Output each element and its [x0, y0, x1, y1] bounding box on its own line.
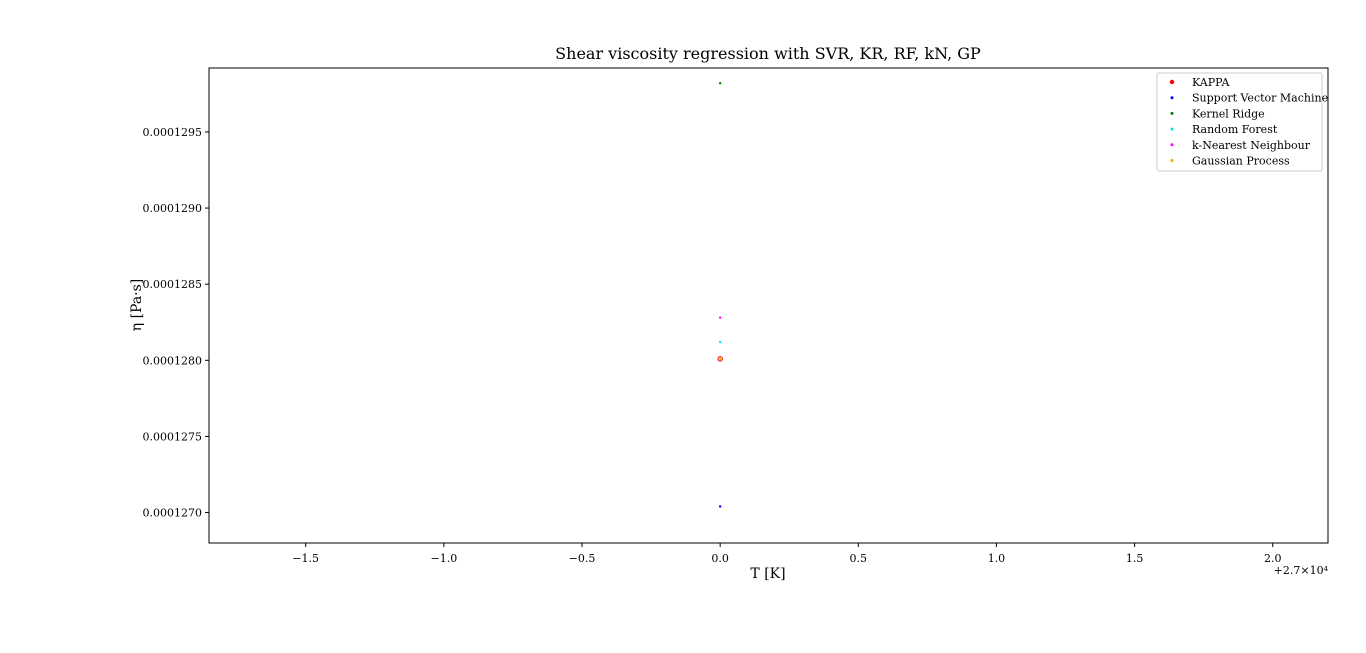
point-support-vector-machine — [718, 505, 722, 508]
point-k-nearest-neighbour — [718, 316, 722, 319]
point-random-forest — [718, 340, 722, 344]
x-axis-offset-label: +2.7×10⁴ — [1274, 564, 1329, 577]
x-tick-label: 0.0 — [711, 552, 729, 565]
x-tick-label: 0.5 — [850, 552, 868, 565]
legend-label-kernel-ridge: Kernel Ridge — [1192, 107, 1265, 120]
legend-marker-kappa — [1169, 79, 1175, 85]
legend: KAPPA Support Vector Machine Kernel Ridge R… — [1156, 72, 1328, 172]
y-axis-ticks: 0.0001270 0.0001275 0.0001280 0.0001285 0.00… — [143, 126, 209, 520]
point-kernel-ridge — [718, 82, 722, 85]
y-tick-label: 0.0001270 — [143, 507, 203, 520]
legend-label-kappa: KAPPA — [1192, 76, 1231, 89]
y-tick-label: 0.0001295 — [143, 126, 203, 139]
legend-marker-kernel-ridge — [1170, 111, 1174, 115]
y-tick-label: 0.0001275 — [143, 430, 203, 443]
x-tick-label: 1.0 — [988, 552, 1006, 565]
point-kappa — [717, 356, 723, 362]
x-axis-label: T [K] — [750, 566, 785, 582]
y-tick-label: 0.0001290 — [143, 202, 203, 215]
legend-box — [1156, 72, 1323, 172]
point-gaussian-process — [718, 357, 722, 360]
legend-marker-gaussian-process — [1170, 159, 1174, 162]
x-tick-label: −0.5 — [569, 552, 596, 565]
legend-marker-support-vector-machine — [1170, 96, 1174, 100]
x-tick-label: −1.0 — [430, 552, 457, 565]
y-axis-label: η [Pa·s] — [129, 279, 145, 332]
legend-label-gaussian-process: Gaussian Process — [1192, 155, 1290, 168]
x-tick-label: 2.0 — [1264, 552, 1282, 565]
x-axis-ticks: −1.5 −1.0 −0.5 0.0 0.5 1.0 1.5 2.0 — [292, 543, 1281, 565]
y-tick-label: 0.0001280 — [143, 354, 203, 367]
data-points — [717, 82, 723, 508]
x-tick-label: −1.5 — [292, 552, 319, 565]
legend-label-random-forest: Random Forest — [1192, 123, 1278, 136]
legend-label-k-nearest-neighbour: k-Nearest Neighbour — [1192, 139, 1311, 152]
y-tick-label: 0.0001285 — [143, 278, 203, 291]
chart-title: Shear viscosity regression with SVR, KR,… — [555, 44, 981, 63]
x-tick-label: 1.5 — [1126, 552, 1144, 565]
plot-area-frame — [208, 67, 1329, 544]
legend-marker-k-nearest-neighbour — [1170, 143, 1174, 147]
legend-marker-random-forest — [1170, 127, 1174, 131]
legend-label-support-vector-machine: Support Vector Machine — [1192, 92, 1328, 105]
